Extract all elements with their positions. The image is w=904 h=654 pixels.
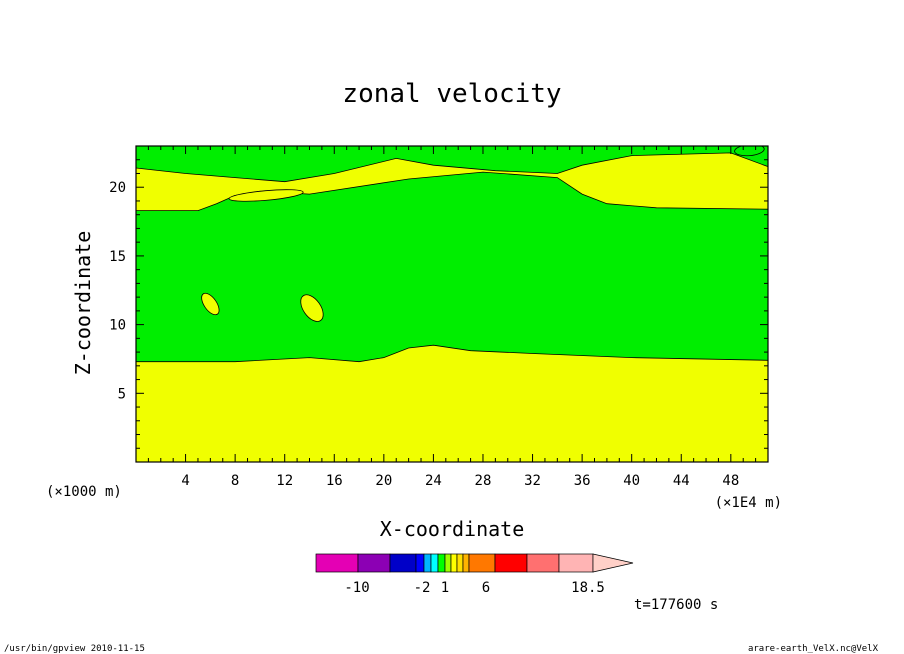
contour-island [734, 146, 765, 157]
colorbar-segment [423, 553, 432, 573]
colorbar-label: 6 [482, 580, 490, 596]
colorbar-segment [430, 553, 439, 573]
plot-frame [135, 145, 769, 463]
colorbar-arrow [592, 553, 634, 573]
colorbar-segment [389, 553, 417, 573]
x-tick-label: 8 [231, 473, 239, 489]
contour-island [300, 294, 324, 322]
x-tick-label: 4 [181, 473, 189, 489]
x-tick-label: 16 [326, 473, 343, 489]
colorbar-label: 1 [441, 580, 449, 596]
x-tick-label: 44 [673, 473, 690, 489]
x-tick-label: 12 [276, 473, 293, 489]
colorbar: -10 -2 1 6 18.5 [315, 553, 634, 596]
x-tick-label: 48 [722, 473, 739, 489]
x-axis-label: X-coordinate [380, 517, 525, 541]
y-tick-label: 10 [109, 318, 126, 334]
colorbar-label: -10 [344, 580, 369, 596]
y-tick-label: 15 [109, 249, 126, 265]
colorbar-segment [444, 553, 452, 573]
y-tick-label: 20 [109, 180, 126, 196]
x-tick-label: 20 [375, 473, 392, 489]
colorbar-segment [462, 553, 470, 573]
colorbar-label: -2 [414, 580, 431, 596]
colorbar-segment [415, 553, 425, 573]
plot-area [136, 146, 768, 462]
time-label: t=177600 s [634, 597, 718, 613]
y-axis-label: Z-coordinate [71, 231, 95, 376]
footer-right: arare-earth_VelX.nc@VelX [748, 644, 879, 654]
colorbar-segment [468, 553, 496, 573]
x-tick-label: 24 [425, 473, 442, 489]
contour-layers [136, 146, 768, 462]
x-tick-label: 28 [475, 473, 492, 489]
colorbar-segment [456, 553, 464, 573]
region-lower-layer [136, 345, 768, 462]
colorbar-segment [494, 553, 528, 573]
contour-line-upper-band [136, 152, 768, 183]
footer-left: /usr/bin/gpview 2010-11-15 [4, 644, 145, 654]
contour-line-middle-layer [136, 171, 768, 212]
contour-line-lower-layer [136, 344, 768, 363]
colorbar-segment [437, 553, 446, 573]
contour-island [228, 189, 304, 202]
contour-island [201, 292, 220, 316]
colorbar-segment [357, 553, 391, 573]
colorbar-label: 18.5 [571, 580, 605, 596]
colorbar-segment [558, 553, 594, 573]
colorbar-segment [450, 553, 458, 573]
chart-title: zonal velocity [342, 79, 561, 109]
x-tick-label: 32 [524, 473, 541, 489]
colorbar-segment [526, 553, 560, 573]
x-tick-label: 36 [574, 473, 591, 489]
y-tick-label: 5 [118, 386, 126, 402]
colorbar-segment [315, 553, 359, 573]
x-tick-label: 40 [623, 473, 640, 489]
x-scale-note: (×1E4 m) [715, 495, 782, 511]
x-unit-label: (×1000 m) [46, 484, 122, 500]
